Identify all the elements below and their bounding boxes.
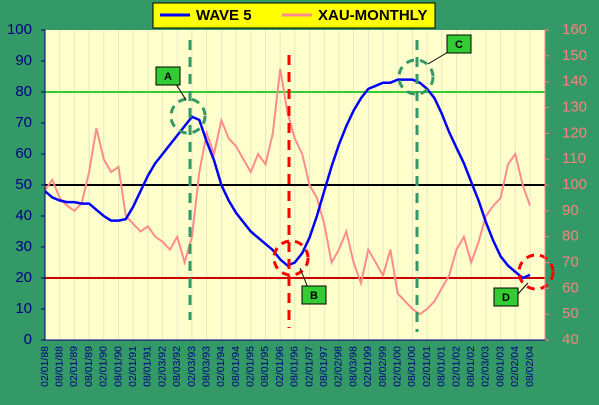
x-tick-label: 08/01/90 [112,346,124,387]
x-tick-label: 08/01/88 [53,346,65,387]
x-tick-label: 02/01/95 [245,346,257,387]
x-tick-label: 02/01/99 [362,346,374,387]
marker-circle [397,58,435,96]
y-tick-label: 40 [15,207,32,224]
x-tick-label: 02/01/94 [215,346,227,387]
x-tick-label: 08/01/01 [436,346,448,387]
y2-tick-label: 130 [562,98,587,115]
x-tick-label: 08/01/97 [318,346,330,387]
annotation-label: A [164,71,172,83]
y-tick-label: 60 [15,145,32,162]
y-tick-label: 20 [15,269,32,286]
y-tick-label: 90 [15,52,32,69]
x-tick-label: 02/01/02 [450,346,462,387]
x-tick-label: 08/02/04 [524,346,536,387]
y2-tick-label: 160 [562,21,587,38]
x-tick-label: 08/01/00 [406,346,418,387]
legend-label: WAVE 5 [196,7,252,24]
y-tick-label: 100 [7,21,32,38]
x-tick-label: 02/01/01 [421,346,433,387]
y2-tick-label: 140 [562,73,587,90]
marker-circle [169,97,207,135]
y-tick-label: 0 [24,331,32,348]
y2-tick-label: 80 [562,228,579,245]
x-tick-label: 08/02/99 [377,346,389,387]
x-tick-label: 02/03/93 [186,346,198,387]
y2-tick-label: 60 [562,279,579,296]
y-tick-label: 30 [15,238,32,255]
y2-tick-label: 110 [562,150,586,167]
y2-tick-label: 150 [562,47,587,64]
x-tick-label: 02/01/90 [98,346,110,387]
y-tick-label: 80 [15,83,32,100]
x-tick-label: 08/01/02 [465,346,477,387]
y2-tick-label: 40 [562,331,579,348]
annotation-box [301,285,327,305]
x-tick-label: 02/01/96 [274,346,286,387]
x-tick-label: 08/03/92 [171,346,183,387]
y-tick-label: 70 [15,114,32,131]
annotations: A B C D [155,34,555,332]
x-tick-label: 08/01/94 [230,346,242,387]
x-tick-label: 02/02/98 [333,346,345,387]
y-tick-label: 10 [15,300,32,317]
marker-circle [272,239,310,277]
y2-tick-label: 90 [562,202,579,219]
y2-tick-label: 50 [562,305,579,322]
reference-lines [45,91,545,279]
x-tick-label: 08/03/98 [347,346,359,387]
x-tick-label: 02/02/04 [509,346,521,387]
annotation-box [155,66,181,86]
x-tick-label: 02/01/88 [39,346,51,387]
legend-label: XAU-MONTHLY [318,7,427,24]
legend: WAVE 5 XAU-MONTHLY [152,2,436,29]
x-tick-label: 08/01/96 [289,346,301,387]
x-tick-label: 02/01/89 [68,346,80,387]
annotation-label: B [310,290,318,302]
x-tick-label: 02/01/91 [127,346,139,387]
arrow [175,83,187,101]
x-tick-label: 08/03/93 [200,346,212,387]
x-tick-label: 02/03/03 [480,346,492,387]
arrow [427,51,449,65]
x-tick-label: 02/03/92 [156,346,168,387]
annotation-label: D [502,292,510,304]
annotation-box [493,287,519,307]
y2-tick-label: 100 [562,176,587,193]
marker-circle [517,253,555,291]
x-tick-label: 08/01/95 [259,346,271,387]
y2-tick-label: 120 [562,124,587,141]
x-tick-label: 08/01/91 [142,346,154,387]
x-tick-label: 02/01/00 [392,346,404,387]
annotation-label: C [455,39,463,51]
arrow [299,267,309,289]
y2-tick-label: 70 [562,253,579,270]
y-tick-label: 50 [15,176,32,193]
x-tick-label: 02/01/97 [303,346,315,387]
x-tick-label: 08/01/03 [494,346,506,387]
x-tick-label: 08/01/89 [83,346,95,387]
annotation-box [446,34,472,54]
